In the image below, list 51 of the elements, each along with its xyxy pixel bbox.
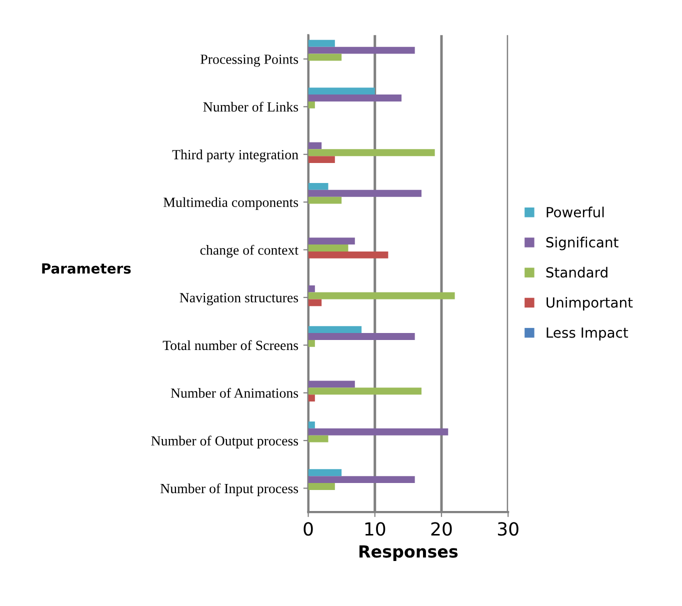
bar: [308, 435, 328, 442]
legend-label: Unimportant: [546, 296, 633, 310]
legend-label: Standard: [546, 266, 608, 278]
bar: [308, 421, 315, 428]
bar: [308, 149, 435, 156]
bar: [308, 299, 322, 306]
bar: [308, 251, 388, 258]
x-tick-label: 10: [365, 522, 386, 536]
bar: [308, 54, 342, 61]
bar: [308, 476, 415, 484]
legend-label: Less Impact: [546, 328, 628, 341]
bar: [308, 326, 362, 334]
bar: [308, 156, 335, 164]
y-tick-label: Number of Input process: [160, 483, 298, 496]
bar: [308, 88, 375, 95]
legend-label: Powerful: [546, 206, 604, 218]
bar: [308, 388, 422, 395]
x-tick-label: 0: [304, 522, 313, 536]
y-tick-label: Processing Points: [200, 54, 298, 67]
bar: [308, 142, 322, 150]
y-axis-title: Parameters: [42, 263, 131, 274]
bar: [308, 285, 315, 292]
bar: [308, 46, 415, 54]
bar: [308, 483, 335, 490]
y-tick-label: Multimedia components: [164, 197, 298, 210]
x-tick-label: 30: [498, 522, 518, 536]
x-axis-title: Responses: [359, 545, 458, 561]
y-tick-label: Number of Animations: [170, 388, 298, 398]
bar: [308, 101, 315, 108]
bar: [308, 196, 342, 204]
bar: [308, 40, 335, 47]
y-tick-label: Total number of Screens: [162, 340, 298, 350]
bar: [308, 380, 355, 388]
y-tick-label: Third party integration: [172, 150, 298, 162]
bar: [308, 428, 448, 436]
x-tick-label: 20: [431, 522, 452, 536]
bar: [308, 292, 455, 300]
bar: [308, 190, 422, 197]
bar: [308, 333, 415, 340]
bar: [308, 394, 315, 402]
bar: [308, 94, 402, 102]
bar: [308, 469, 342, 476]
bar: [308, 244, 348, 252]
y-tick-label: Number of Links: [203, 102, 298, 112]
bar: [308, 182, 328, 190]
y-tick-label: Navigation structures: [180, 293, 298, 306]
bar: [308, 238, 355, 245]
bar: [308, 340, 315, 347]
y-tick-label: change of context: [200, 244, 298, 258]
y-tick-label: Number of Output process: [151, 436, 298, 448]
legend-label: Significant: [546, 236, 618, 250]
